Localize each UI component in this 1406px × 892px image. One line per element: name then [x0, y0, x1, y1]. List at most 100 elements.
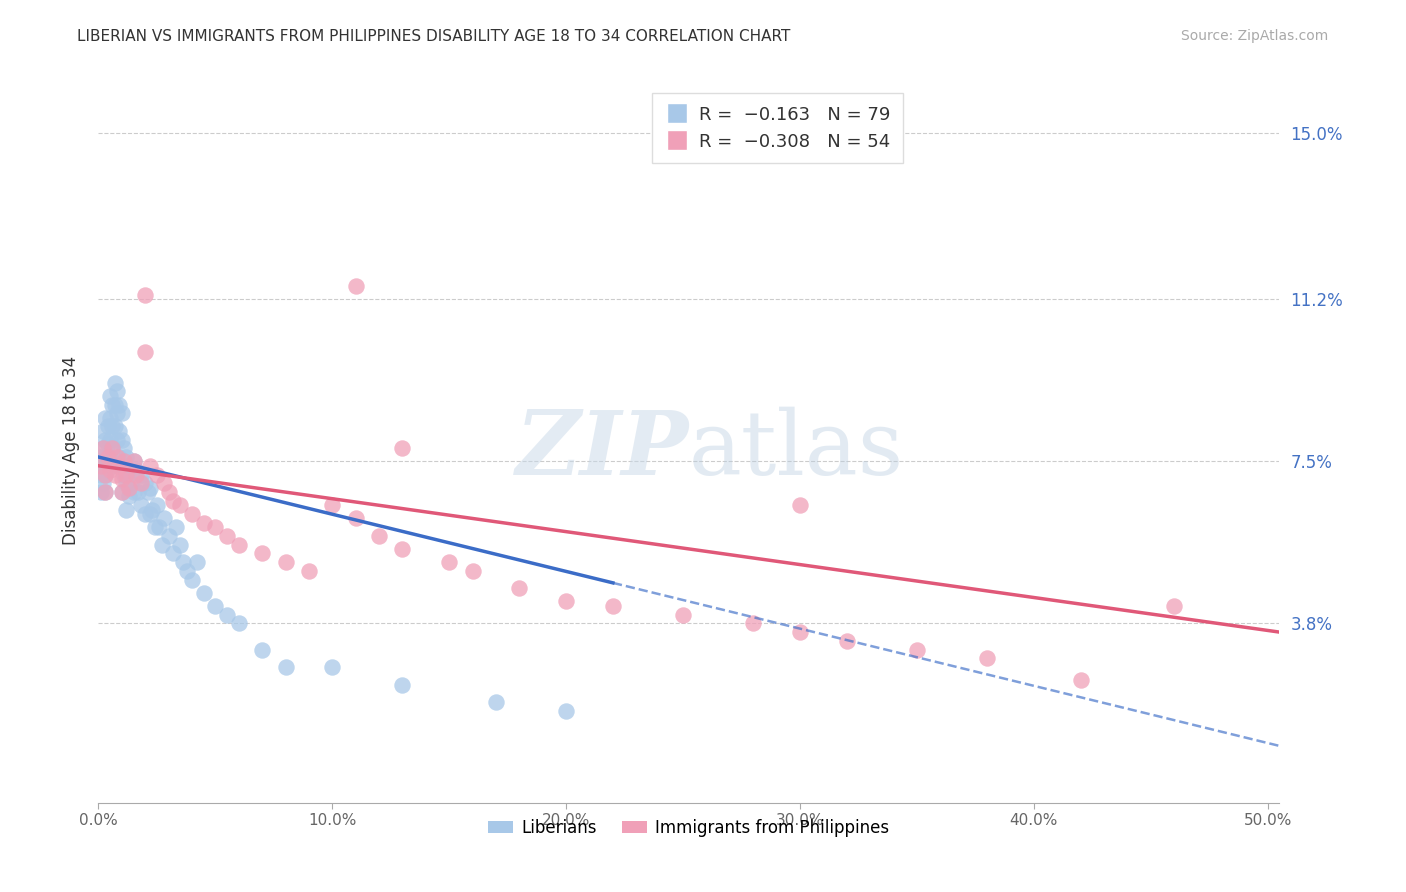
Text: ZIP: ZIP	[516, 408, 689, 493]
Point	[250, 642, 273, 657]
Point	[118, 481, 141, 495]
Point	[602, 599, 624, 613]
Point	[321, 498, 343, 512]
Point	[162, 493, 184, 508]
Point	[204, 599, 226, 613]
Point	[193, 585, 215, 599]
Point	[555, 704, 578, 718]
Point	[101, 419, 124, 434]
Point	[134, 507, 156, 521]
Point	[139, 481, 162, 495]
Point	[115, 467, 138, 482]
Point	[112, 442, 135, 456]
Point	[101, 442, 124, 456]
Point	[97, 454, 120, 468]
Point	[905, 642, 928, 657]
Point	[368, 529, 391, 543]
Point	[136, 485, 159, 500]
Point	[215, 607, 238, 622]
Point	[186, 555, 208, 569]
Point	[120, 476, 142, 491]
Point	[97, 437, 120, 451]
Point	[150, 537, 173, 551]
Point	[165, 520, 187, 534]
Point	[555, 594, 578, 608]
Point	[111, 458, 134, 473]
Point	[672, 607, 695, 622]
Point	[143, 520, 166, 534]
Point	[157, 529, 180, 543]
Point	[91, 424, 114, 438]
Point	[193, 516, 215, 530]
Point	[134, 476, 156, 491]
Point	[127, 485, 149, 500]
Point	[94, 410, 117, 425]
Point	[104, 419, 127, 434]
Point	[141, 502, 163, 516]
Point	[134, 345, 156, 359]
Point	[101, 442, 124, 456]
Point	[789, 498, 811, 512]
Point	[98, 410, 121, 425]
Point	[742, 616, 765, 631]
Point	[181, 573, 204, 587]
Point	[115, 476, 138, 491]
Point	[181, 507, 204, 521]
Point	[391, 541, 413, 556]
Point	[90, 458, 112, 473]
Text: Source: ZipAtlas.com: Source: ZipAtlas.com	[1181, 29, 1329, 43]
Point	[250, 546, 273, 560]
Point	[105, 450, 128, 464]
Point	[172, 555, 194, 569]
Point	[148, 520, 170, 534]
Point	[157, 485, 180, 500]
Point	[228, 616, 250, 631]
Point	[105, 406, 128, 420]
Point	[115, 502, 138, 516]
Point	[344, 511, 367, 525]
Point	[835, 633, 858, 648]
Point	[108, 424, 131, 438]
Point	[129, 476, 152, 491]
Point	[125, 467, 148, 482]
Point	[125, 463, 148, 477]
Point	[118, 463, 141, 477]
Point	[146, 467, 169, 482]
Point	[298, 564, 321, 578]
Point	[94, 485, 117, 500]
Point	[94, 433, 117, 447]
Point	[122, 454, 145, 468]
Point	[215, 529, 238, 543]
Point	[153, 511, 176, 525]
Point	[274, 555, 297, 569]
Point	[391, 442, 413, 456]
Point	[112, 467, 135, 482]
Point	[108, 450, 131, 464]
Point	[146, 498, 169, 512]
Point	[111, 485, 134, 500]
Point	[118, 490, 141, 504]
Point	[104, 467, 127, 482]
Point	[104, 376, 127, 390]
Point	[153, 476, 176, 491]
Point	[129, 498, 152, 512]
Point	[976, 651, 998, 665]
Text: atlas: atlas	[689, 407, 904, 494]
Point	[108, 397, 131, 411]
Point	[508, 582, 530, 596]
Point	[1070, 673, 1092, 688]
Point	[94, 485, 117, 500]
Point	[91, 442, 114, 456]
Point	[97, 419, 120, 434]
Point	[111, 485, 134, 500]
Point	[111, 472, 134, 486]
Point	[91, 458, 114, 473]
Text: LIBERIAN VS IMMIGRANTS FROM PHILIPPINES DISABILITY AGE 18 TO 34 CORRELATION CHAR: LIBERIAN VS IMMIGRANTS FROM PHILIPPINES …	[77, 29, 790, 44]
Point	[139, 507, 162, 521]
Point	[134, 288, 156, 302]
Point	[789, 625, 811, 640]
Point	[391, 678, 413, 692]
Point	[176, 564, 198, 578]
Point	[94, 467, 117, 482]
Point	[98, 463, 121, 477]
